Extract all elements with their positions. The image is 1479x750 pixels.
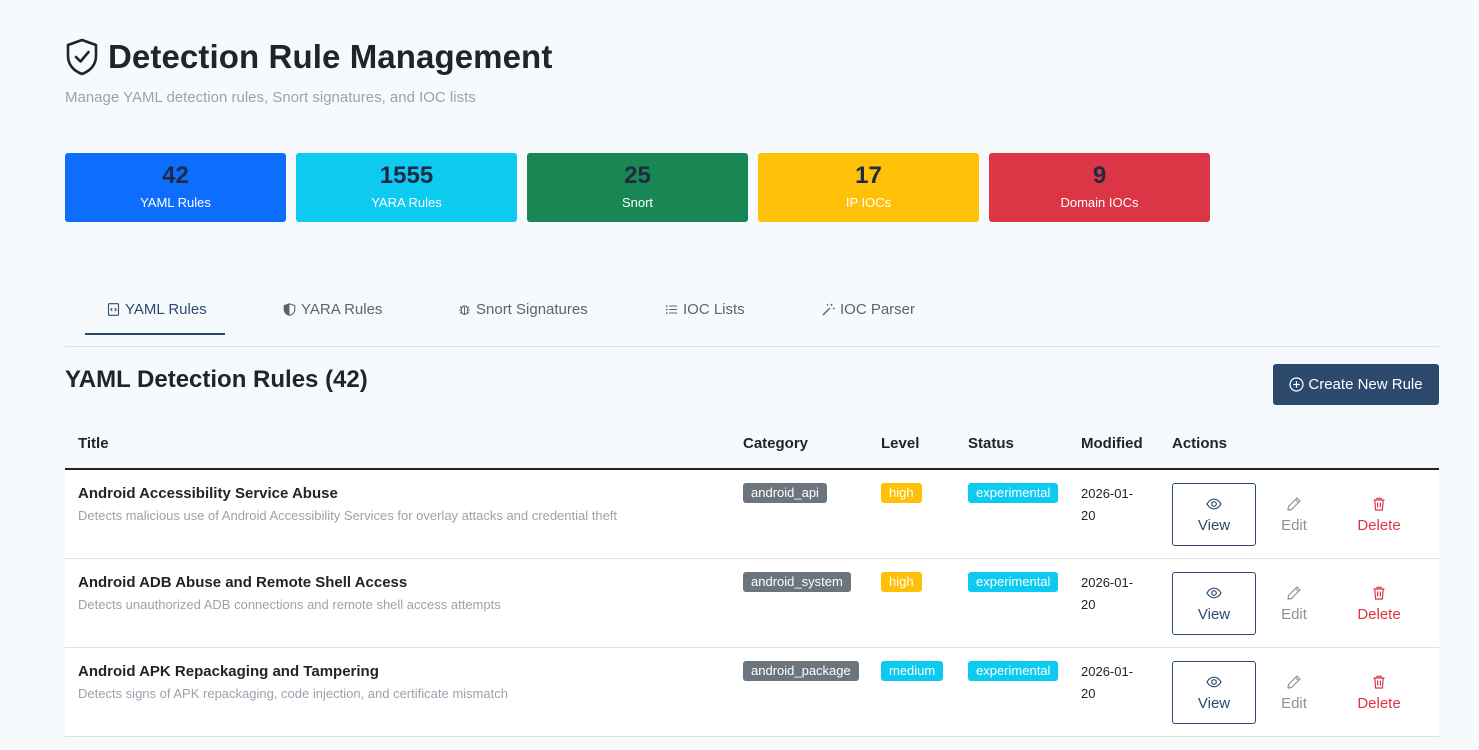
section-title: YAML Detection Rules (42) — [65, 366, 368, 393]
modified-date: 2026-01-20 — [1081, 575, 1134, 612]
pencil-icon — [1287, 674, 1301, 689]
rules-table: Title Category Level Status Modified Act… — [65, 418, 1439, 737]
view-button[interactable]: View — [1172, 572, 1256, 635]
status-badge: experimental — [968, 483, 1059, 503]
delete-button[interactable]: Delete — [1345, 483, 1413, 546]
edit-button[interactable]: Edit — [1265, 483, 1323, 546]
delete-button[interactable]: Delete — [1345, 661, 1413, 724]
rule-description: Detects signs of APK repackaging, code i… — [78, 686, 508, 701]
eye-icon — [1206, 676, 1222, 687]
status-badge: experimental — [968, 572, 1059, 592]
table-header: Title Category Level Status Modified Act… — [65, 418, 1439, 470]
stat-label: IP IOCs — [845, 195, 892, 210]
tab-label: Snort Signatures — [476, 301, 588, 318]
tab-label: IOC Parser — [840, 301, 916, 318]
stat-value: 42 — [162, 162, 189, 189]
view-label: View — [1197, 694, 1231, 712]
column-header-actions: Actions — [1172, 435, 1228, 452]
create-new-rule-button[interactable]: Create New Rule — [1273, 364, 1439, 405]
view-button[interactable]: View — [1172, 483, 1256, 546]
tab-yara-rules[interactable]: YARA Rules — [283, 284, 382, 335]
table-row: Android APK Repackaging and Tampering De… — [65, 648, 1439, 737]
tab-ioc-parser[interactable]: IOC Parser — [822, 284, 915, 335]
stat-value: 25 — [624, 162, 651, 189]
rule-title: Android ADB Abuse and Remote Shell Acces… — [78, 574, 408, 591]
bug-icon — [459, 305, 470, 316]
stats-row: 42 YAML Rules 1555 YARA Rules 25 Snort 1… — [65, 153, 1210, 222]
column-header-title[interactable]: Title — [78, 435, 109, 452]
table-row: Android ADB Abuse and Remote Shell Acces… — [65, 559, 1439, 648]
stat-label: YAML Rules — [140, 195, 211, 210]
stat-label: YARA Rules — [371, 195, 442, 210]
column-header-modified[interactable]: Modified — [1081, 435, 1143, 452]
stat-card-domain-iocs: 9 Domain IOCs — [989, 153, 1210, 222]
delete-button[interactable]: Delete — [1345, 572, 1413, 635]
level-badge: high — [881, 572, 922, 592]
create-button-label: Create New Rule — [1308, 376, 1423, 393]
edit-label: Edit — [1281, 516, 1307, 534]
list-icon — [665, 305, 677, 314]
stat-value: 9 — [1092, 162, 1107, 189]
rule-title: Android APK Repackaging and Tampering — [78, 663, 379, 680]
view-label: View — [1197, 605, 1231, 623]
stat-label: Snort — [621, 195, 654, 210]
page-header: Detection Rule Management — [65, 38, 552, 76]
tab-ioc-lists[interactable]: IOC Lists — [665, 284, 745, 335]
stat-card-ip-iocs: 17 IP IOCs — [758, 153, 979, 222]
view-label: View — [1197, 516, 1231, 534]
tab-label: YARA Rules — [301, 301, 383, 318]
category-badge: android_api — [743, 483, 827, 503]
stat-value: 17 — [855, 162, 882, 189]
table-row: Android Accessibility Service Abuse Dete… — [65, 470, 1439, 559]
file-code-icon — [107, 303, 120, 316]
trash-icon — [1373, 675, 1385, 689]
stat-card-yaml: 42 YAML Rules — [65, 153, 286, 222]
edit-label: Edit — [1281, 694, 1307, 712]
trash-icon — [1373, 497, 1385, 511]
view-button[interactable]: View — [1172, 661, 1256, 724]
tab-yaml-rules[interactable]: YAML Rules — [107, 284, 207, 335]
stat-card-snort: 25 Snort — [527, 153, 748, 222]
page-title: Detection Rule Management — [108, 38, 553, 75]
delete-label: Delete — [1357, 694, 1401, 712]
status-badge: experimental — [968, 661, 1059, 681]
tab-bar: YAML Rules YARA Rules Snort Signatures I… — [65, 284, 1439, 347]
eye-icon — [1206, 587, 1222, 598]
rule-title: Android Accessibility Service Abuse — [78, 485, 338, 502]
magic-wand-icon — [822, 303, 835, 316]
delete-label: Delete — [1357, 605, 1401, 623]
delete-label: Delete — [1357, 516, 1401, 534]
modified-date: 2026-01-20 — [1081, 486, 1134, 523]
tab-label: IOC Lists — [683, 301, 745, 318]
edit-button[interactable]: Edit — [1265, 572, 1323, 635]
rule-description: Detects unauthorized ADB connections and… — [78, 597, 501, 612]
plus-circle-icon — [1289, 377, 1304, 392]
page-subtitle: Manage YAML detection rules, Snort signa… — [65, 89, 476, 106]
column-header-status[interactable]: Status — [968, 435, 1014, 452]
stat-value: 1555 — [379, 162, 434, 189]
shield-check-icon — [66, 38, 98, 76]
tab-snort-signatures[interactable]: Snort Signatures — [458, 284, 588, 335]
tab-label: YAML Rules — [125, 301, 207, 318]
pencil-icon — [1287, 496, 1301, 511]
modified-date: 2026-01-20 — [1081, 664, 1134, 701]
rule-description: Detects malicious use of Android Accessi… — [78, 508, 618, 523]
category-badge: android_package — [743, 661, 859, 681]
level-badge: medium — [881, 661, 944, 681]
active-tab-indicator — [85, 333, 225, 335]
column-header-category[interactable]: Category — [743, 435, 809, 452]
pencil-icon — [1287, 585, 1301, 600]
edit-button[interactable]: Edit — [1265, 661, 1323, 724]
category-badge: android_system — [743, 572, 851, 592]
stat-card-yara: 1555 YARA Rules — [296, 153, 517, 222]
edit-label: Edit — [1281, 605, 1307, 623]
shield-half-icon — [283, 303, 296, 316]
level-badge: high — [881, 483, 922, 503]
trash-icon — [1373, 586, 1385, 600]
column-header-level[interactable]: Level — [881, 435, 920, 452]
eye-icon — [1206, 498, 1222, 509]
stat-label: Domain IOCs — [1060, 195, 1139, 210]
